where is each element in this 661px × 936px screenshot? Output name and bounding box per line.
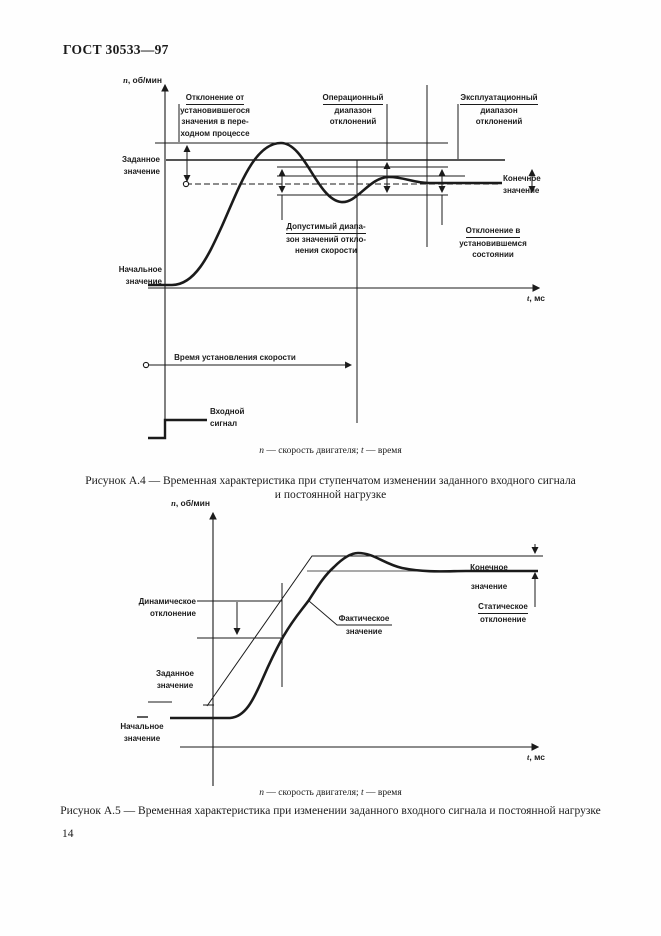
fig5-y-axis-label: n, об/мин [158,498,210,508]
fig5-caption: Рисунок А.5 — Временная характеристика п… [60,805,601,817]
page-header: ГОСТ 30533—97 [63,42,169,57]
fig5-label-dynamic-deviation: Динамическое отклонение [138,597,196,618]
fig5-actual-label-leader [308,600,392,626]
fig4-label-initial-value: Начальное значение [118,265,162,286]
fig4-label-deviation-transient: Отклонение от установившегося значения в… [180,93,250,138]
fig4-label-settling-time: Время установления скорости [174,353,296,362]
fig4-y-var: n [123,75,128,85]
fig4-x-var: t [526,293,530,303]
fig4-label-exploitation-range: Эксплуатационный диапазон отклонений [460,93,538,126]
fig5-label-actual-value: Фактическое значение [338,614,390,636]
fig5-x-axis-label: t, мс [505,752,545,762]
fig5-label-final-value: Конечное значение [470,563,508,591]
fig4-legend: n — скорость двигателя; t — время [259,446,402,456]
fig5-label-set-value: Заданное значение [156,669,194,690]
fig5-x-unit: , мс [529,752,545,762]
fig4-caption: Рисунок А.4 — Временная характеристика п… [85,475,576,501]
fig5-y-unit: , об/мин [175,498,210,508]
fig4-speed-curve [148,141,502,287]
fig5-x-var: t [526,752,530,762]
fig4-input-step [148,418,207,440]
fig4-dashed-origin-marker [182,180,190,188]
fig4-label-set-value: Заданное значение [122,155,160,176]
fig4-y-axis-label: n, об/мин [110,75,162,85]
fig4-linework [142,83,541,440]
page-number: 14 [62,828,74,840]
fig4-y-unit: , об/мин [127,75,162,85]
fig5-linework [137,511,543,786]
fig4-label-steady-state-deviation: Отклонение в установившемся состоянии [459,226,527,259]
fig4-label-allowed-range: Допустимый диапа- зон значений откло- не… [286,222,366,255]
fig4-label-operational-range: Операционный диапазон отклонений [322,93,384,126]
fig5-actual-curve [170,551,538,720]
fig4-x-axis-label: t, мс [505,293,545,303]
fig4-x-unit: , мс [529,293,545,303]
fig5-set-ramp-line [206,555,543,707]
fig4-label-final-value: Конечное значение [503,174,541,195]
fig4-label-input-signal: Входной сигнал [210,407,245,428]
fig5-label-initial-value: Начальное значение [120,722,164,743]
fig4-settling-origin-marker [142,361,150,369]
fig5-label-static-deviation: Статическое отклонение [478,602,528,624]
fig5-legend: n — скорость двигателя; t — время [259,788,402,798]
fig5-y-var: n [171,498,176,508]
